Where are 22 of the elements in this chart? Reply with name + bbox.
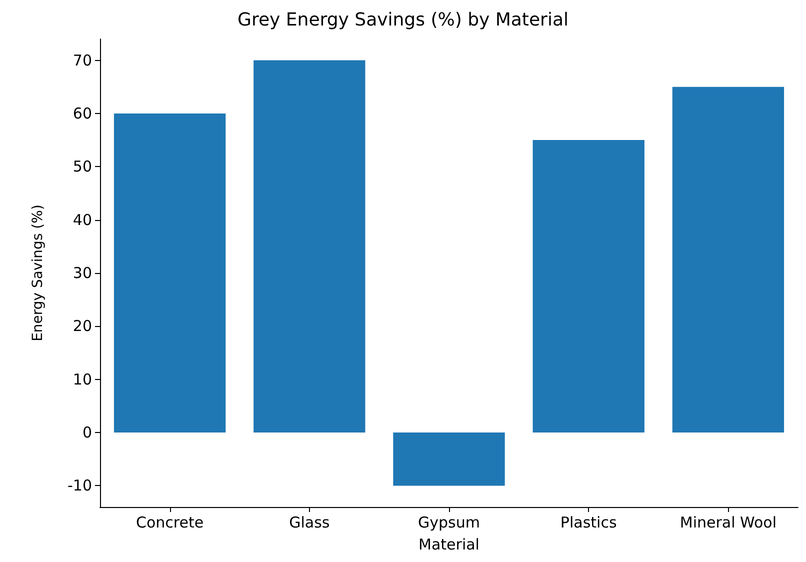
y-tick-label: 60	[72, 104, 92, 122]
y-tick-label: 0	[82, 424, 92, 442]
x-tick-label: Mineral Wool	[680, 514, 777, 532]
y-tick-label: 50	[72, 158, 92, 176]
y-tick-label: 70	[72, 51, 92, 70]
bar	[672, 86, 784, 433]
chart-title: Grey Energy Savings (%) by Material	[238, 10, 568, 30]
y-axis-title: Energy Savings (%)	[30, 204, 46, 342]
bar	[114, 113, 226, 433]
y-tick-label: 30	[72, 264, 92, 282]
bar	[532, 140, 644, 433]
bar	[393, 432, 505, 486]
y-tick-label: -10	[68, 476, 92, 495]
y-tick-label: 10	[72, 370, 92, 388]
y-tick-label: 40	[72, 210, 92, 229]
x-axis-title: Material	[418, 536, 480, 554]
bar	[254, 60, 366, 433]
x-tick-label: Plastics	[560, 514, 617, 532]
x-tick-label: Glass	[289, 514, 330, 532]
x-tick-label: Gypsum	[418, 514, 480, 532]
x-tick-label: Concrete	[136, 514, 204, 532]
y-tick-label: 20	[72, 317, 92, 336]
